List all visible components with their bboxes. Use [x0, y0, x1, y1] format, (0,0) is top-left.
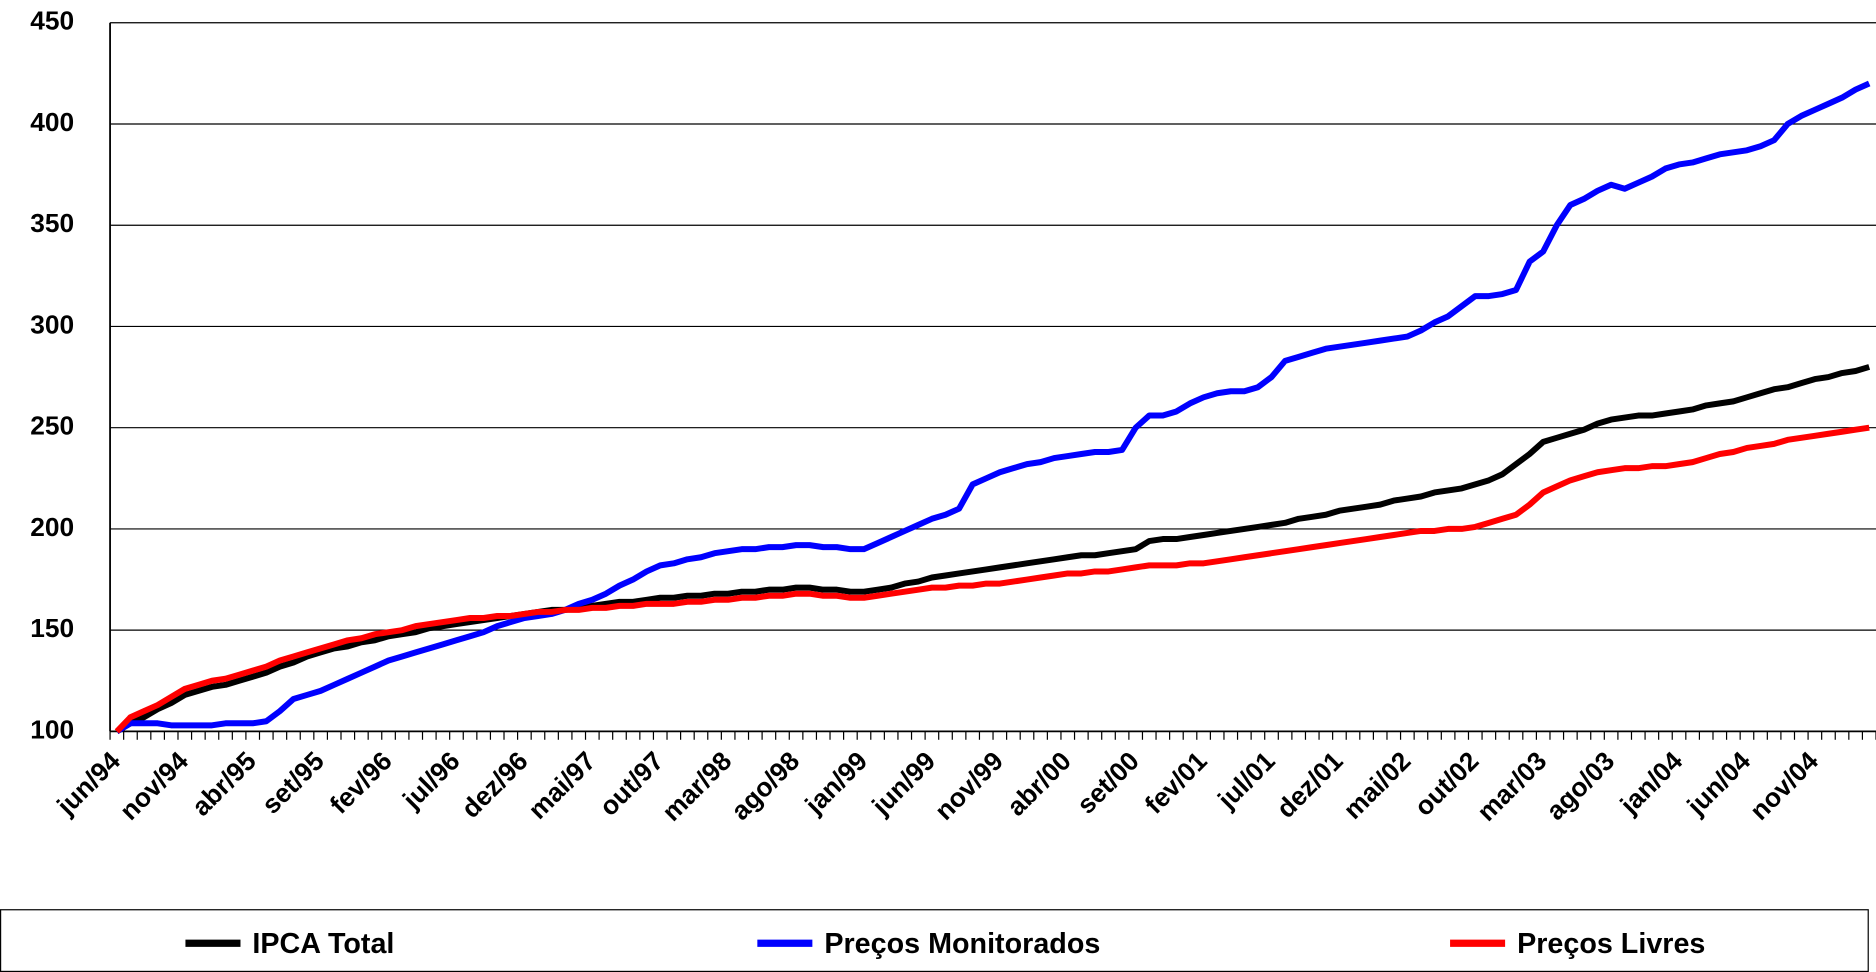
y-tick-label: 100 — [30, 714, 74, 744]
x-tick-label: jul/01 — [1211, 746, 1280, 816]
x-tick-label: out/02 — [1408, 746, 1484, 822]
x-tick-label: abr/95 — [186, 746, 262, 822]
x-tick-label: mai/97 — [522, 746, 601, 825]
x-tick-label: ago/98 — [725, 746, 805, 826]
y-tick-label: 200 — [30, 512, 74, 542]
y-tick-label: 300 — [30, 309, 74, 339]
x-tick-label: jun/94 — [50, 745, 126, 821]
x-tick-label: dez/01 — [1271, 746, 1349, 824]
series-line — [115, 80, 1871, 734]
x-tick-label: mai/02 — [1337, 746, 1416, 825]
x-tick-label: nov/04 — [1744, 745, 1824, 825]
x-tick-label: jan/99 — [798, 746, 873, 821]
y-tick-label: 150 — [30, 613, 74, 643]
x-tick-label: nov/94 — [114, 745, 194, 825]
x-tick-label: set/00 — [1071, 746, 1145, 820]
series-line — [115, 364, 1871, 734]
y-tick-label: 250 — [30, 411, 74, 441]
x-tick-label: mar/98 — [656, 746, 737, 827]
y-tick-label: 400 — [30, 107, 74, 137]
x-tick-label: jun/99 — [865, 746, 941, 822]
x-tick-label: mar/03 — [1471, 746, 1552, 827]
x-tick-label: dez/96 — [455, 746, 533, 824]
x-tick-label: ago/03 — [1540, 746, 1620, 826]
x-tick-label: abr/00 — [1001, 746, 1077, 822]
series-line — [114, 424, 1870, 734]
x-tick-label: jul/96 — [396, 746, 465, 816]
legend-label: Preços Monitorados — [824, 928, 1100, 960]
x-tick-label: fev/01 — [1139, 746, 1213, 820]
x-tick-label: nov/99 — [929, 746, 1009, 826]
legend-label: IPCA Total — [252, 928, 394, 960]
y-tick-label: 450 — [30, 6, 74, 36]
x-tick-label: jan/04 — [1614, 745, 1689, 820]
legend-label: Preços Livres — [1517, 928, 1705, 960]
x-tick-label: jun/04 — [1680, 745, 1756, 821]
y-tick-label: 350 — [30, 208, 74, 238]
legend-box — [0, 909, 1869, 972]
x-tick-label: out/97 — [593, 746, 669, 822]
x-tick-label: set/95 — [256, 746, 330, 820]
x-tick-label: fev/96 — [324, 746, 398, 820]
